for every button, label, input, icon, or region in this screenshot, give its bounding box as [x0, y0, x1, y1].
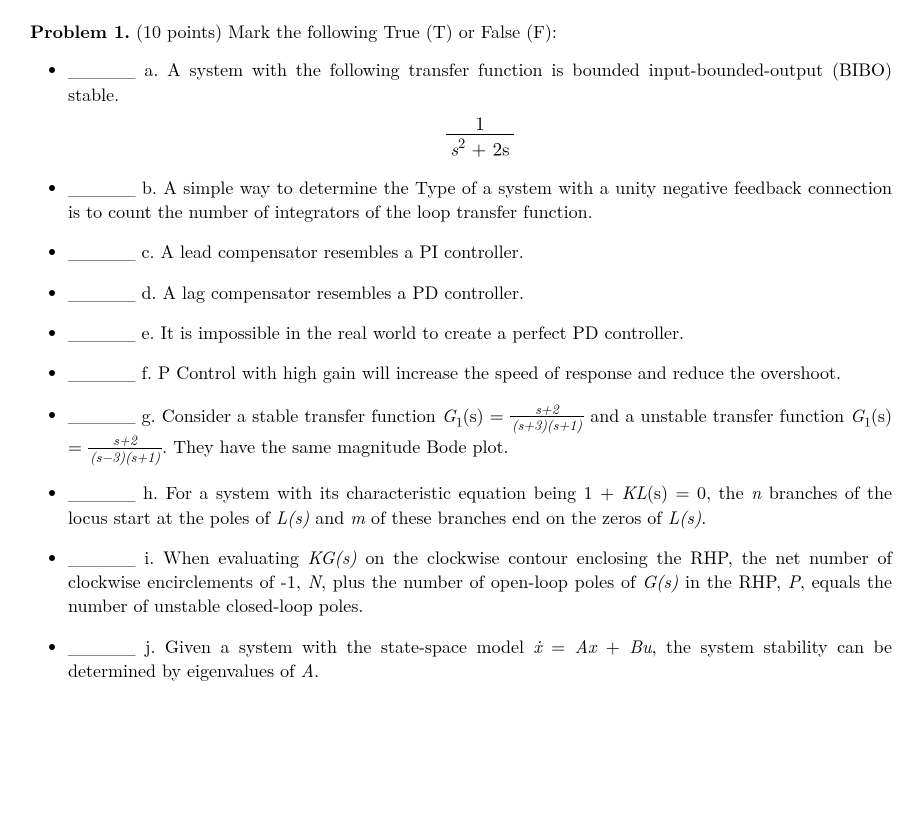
item-j: _____ j. Given a system with the state-s…	[68, 635, 892, 684]
problem-heading: Problem 1. (10 points) Mark the followin…	[30, 20, 892, 44]
blank-d[interactable]: _____	[68, 281, 136, 305]
j-Ax: Ax	[575, 634, 597, 659]
g-G1: G	[442, 402, 456, 427]
h-Ls1: L(s)	[276, 505, 309, 530]
i-KGs: KG(s)	[308, 545, 357, 570]
h-t5: .	[701, 505, 706, 530]
text-g-post: . They have the same magnitude Bode plot…	[162, 434, 508, 459]
i-t4: in the RHP,	[678, 569, 787, 594]
j-t3: .	[314, 658, 319, 683]
text-c: A lead compensator resembles a PI contro…	[161, 239, 524, 264]
blank-a[interactable]: _____	[68, 58, 136, 82]
blank-c[interactable]: _____	[68, 240, 136, 264]
blank-b[interactable]: _____	[68, 176, 136, 200]
h-t1: For a system with its characteristic equ…	[166, 480, 622, 505]
h-Ls2: L(s)	[668, 505, 701, 530]
g-frac1: s+2(s+3)(s+1)	[510, 402, 584, 434]
blank-i[interactable]: _____	[68, 546, 136, 570]
blank-f[interactable]: _____	[68, 361, 136, 385]
letter-e: e.	[142, 320, 155, 345]
h-m: m	[350, 505, 365, 530]
blank-j[interactable]: _____	[68, 635, 136, 659]
letter-g: g.	[142, 402, 156, 427]
formula-a-num: 1	[446, 113, 513, 135]
item-c: _____ c. A lead compensator resembles a …	[68, 240, 892, 264]
letter-d: d.	[142, 280, 157, 305]
h-n: n	[751, 480, 761, 505]
letter-b: b.	[142, 175, 157, 200]
g-frac2: s+2(s−3)(s+1)	[88, 433, 162, 465]
item-f: _____ f. P Control with high gain will i…	[68, 361, 892, 385]
problem-label: Problem 1.	[30, 19, 130, 44]
j-Bu: Bu	[629, 634, 651, 659]
text-b: A simple way to determine the Type of a …	[68, 175, 892, 224]
h-t4: of these branches end on the zeros of	[365, 505, 668, 530]
text-a: A system with the following transfer fun…	[68, 57, 892, 106]
i-P: P	[788, 569, 800, 594]
letter-f: f.	[142, 360, 153, 385]
item-h: _____ h. For a system with its character…	[68, 481, 892, 530]
text-e: It is impossible in the real world to cr…	[161, 320, 685, 345]
h-KL: KL	[622, 480, 647, 505]
item-i: _____ i. When evaluating KG(s) on the cl…	[68, 546, 892, 619]
problem-instruction: Mark the following True (T) or False (F)…	[228, 19, 557, 44]
item-d: _____ d. A lag compensator resembles a P…	[68, 281, 892, 305]
letter-a: a.	[144, 57, 158, 82]
item-a: _____ a. A system with the following tra…	[68, 58, 892, 160]
g-G2: G	[850, 402, 864, 427]
blank-e[interactable]: _____	[68, 321, 136, 345]
letter-i: i.	[144, 545, 154, 570]
blank-h[interactable]: _____	[68, 481, 136, 505]
problem-points: (10 points)	[136, 19, 222, 44]
j-xdot: ẋ	[533, 634, 541, 659]
blank-g[interactable]: _____	[68, 403, 136, 427]
letter-h: h.	[143, 480, 158, 505]
formula-a: 1 s2 + 2s	[68, 113, 892, 160]
j-A: A	[301, 658, 314, 683]
item-g: _____ g. Consider a stable transfer func…	[68, 402, 892, 466]
formula-a-den: s2 + 2s	[446, 135, 513, 160]
i-N: N	[308, 569, 321, 594]
letter-c: c.	[142, 239, 155, 264]
text-g-mid: and a unstable transfer function	[584, 402, 850, 427]
text-g-pre: Consider a stable transfer function	[162, 402, 442, 427]
item-e: _____ e. It is impossible in the real wo…	[68, 321, 892, 345]
item-b: _____ b. A simple way to determine the T…	[68, 176, 892, 225]
i-t1: When evaluating	[163, 545, 308, 570]
text-d: A lag compensator resembles a PD control…	[163, 280, 524, 305]
i-Gs: G(s)	[642, 569, 678, 594]
h-t3: and	[309, 505, 350, 530]
question-list: _____ a. A system with the following tra…	[30, 58, 892, 683]
j-t1: Given a system with the state-space mode…	[165, 634, 533, 659]
letter-j: j.	[145, 634, 156, 659]
i-t3: , plus the number of open-loop poles of	[321, 569, 642, 594]
text-f: P Control with high gain will increase t…	[158, 360, 841, 385]
